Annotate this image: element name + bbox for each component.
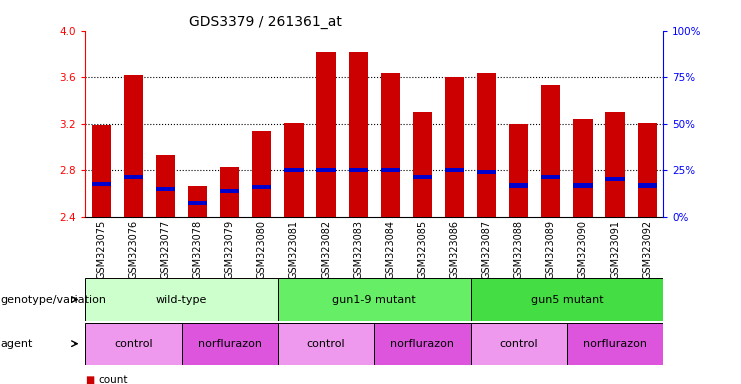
Text: genotype/variation: genotype/variation [1,295,107,305]
Text: control: control [307,339,345,349]
Bar [92,125,111,217]
Bar [92,182,111,186]
Bar [637,184,657,187]
FancyBboxPatch shape [85,323,182,365]
Text: control: control [499,339,538,349]
Bar [413,112,432,217]
Bar [637,122,657,217]
Bar [381,73,400,217]
Bar [124,175,143,179]
FancyBboxPatch shape [471,323,567,365]
Bar [445,77,464,217]
Bar [348,52,368,217]
Text: count: count [99,375,128,384]
Bar [220,167,239,217]
Bar [605,177,625,180]
Text: gun1-9 mutant: gun1-9 mutant [332,295,416,305]
Text: GDS3379 / 261361_at: GDS3379 / 261361_at [189,15,342,29]
Bar [188,185,207,217]
Bar [605,112,625,217]
Text: gun5 mutant: gun5 mutant [531,295,603,305]
FancyBboxPatch shape [567,323,663,365]
Bar [348,168,368,172]
FancyBboxPatch shape [278,323,374,365]
Bar [413,175,432,179]
Bar [541,85,560,217]
Text: norflurazon: norflurazon [583,339,647,349]
FancyBboxPatch shape [471,278,663,321]
Bar [316,52,336,217]
Bar [188,201,207,205]
Bar [252,185,271,189]
Bar [477,169,496,174]
Bar [509,184,528,187]
Bar [574,184,593,187]
Text: norflurazon: norflurazon [198,339,262,349]
Bar [285,122,304,217]
Bar [252,131,271,217]
Bar [124,75,143,217]
Bar [445,168,464,172]
Bar [285,168,304,172]
Text: wild-type: wild-type [156,295,207,305]
FancyBboxPatch shape [278,278,471,321]
Bar [509,124,528,217]
Bar [477,73,496,217]
Text: control: control [114,339,153,349]
Text: agent: agent [1,339,33,349]
Bar [156,155,175,217]
Bar [156,187,175,191]
Text: ■: ■ [85,375,94,384]
Bar [381,168,400,172]
Text: norflurazon: norflurazon [391,339,454,349]
FancyBboxPatch shape [85,278,278,321]
Bar [220,189,239,194]
FancyBboxPatch shape [182,323,278,365]
Bar [574,119,593,217]
Bar [541,175,560,179]
FancyBboxPatch shape [374,323,471,365]
Bar [316,168,336,172]
